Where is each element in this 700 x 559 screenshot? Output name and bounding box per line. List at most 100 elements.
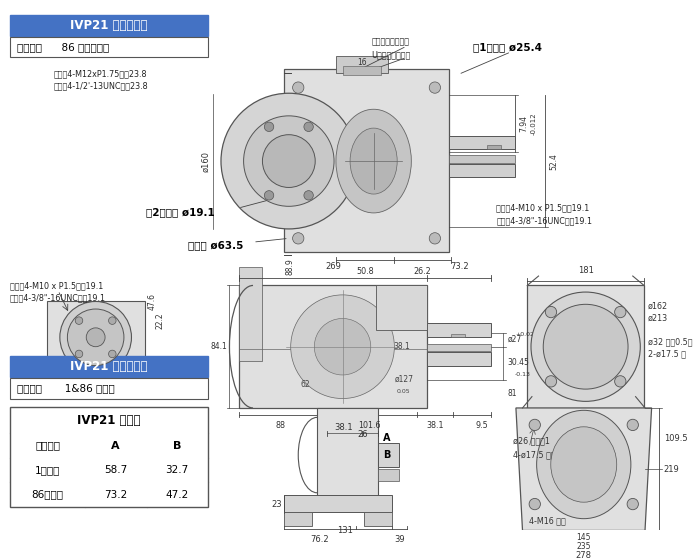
Bar: [449, 155, 515, 163]
Text: 1號主軸: 1號主軸: [35, 465, 60, 475]
Text: 26.2: 26.2: [414, 267, 431, 276]
Text: 公制：4-M10 x P1.5，深19.1: 公制：4-M10 x P1.5，深19.1: [496, 203, 589, 212]
Ellipse shape: [551, 427, 617, 502]
Bar: [427, 352, 491, 366]
Circle shape: [531, 292, 640, 401]
Ellipse shape: [350, 128, 397, 194]
Text: 2-ø17.5 孔: 2-ø17.5 孔: [648, 350, 686, 359]
Text: 219: 219: [664, 465, 680, 473]
Bar: [10, 37, 208, 58]
Circle shape: [543, 304, 628, 389]
Circle shape: [290, 295, 394, 399]
Text: 英制：4-3/8"-16UNC，深19.1: 英制：4-3/8"-16UNC，深19.1: [10, 293, 106, 302]
Bar: [378, 443, 399, 467]
Text: 9.5: 9.5: [475, 421, 489, 430]
Circle shape: [265, 122, 274, 131]
Text: IVP21 腳座安裝型: IVP21 腳座安裝型: [70, 360, 148, 373]
Text: 235: 235: [577, 542, 591, 551]
Circle shape: [293, 233, 304, 244]
Text: IVP21 尺寸表: IVP21 尺寸表: [77, 414, 141, 427]
Text: 主軸型式: 主軸型式: [35, 440, 60, 451]
Text: 73.2: 73.2: [104, 490, 127, 500]
Text: 第2出油口 ø19.1: 第2出油口 ø19.1: [146, 207, 214, 217]
Text: 0.05: 0.05: [397, 390, 411, 395]
Bar: [10, 378, 208, 399]
Circle shape: [627, 419, 638, 430]
Text: 英制：4-3/8"-16UNC，深19.1: 英制：4-3/8"-16UNC，深19.1: [496, 216, 592, 225]
Text: ø213: ø213: [648, 314, 668, 323]
Bar: [10, 356, 208, 377]
Text: 278: 278: [576, 551, 592, 559]
Circle shape: [545, 306, 557, 318]
Text: 4-M16 貫穿: 4-M16 貫穿: [529, 517, 566, 526]
Circle shape: [314, 319, 371, 375]
Text: 32.7: 32.7: [165, 465, 188, 475]
Text: ø127: ø127: [394, 375, 413, 384]
Bar: [284, 511, 312, 526]
Text: 公制：4-M12xP1.75，深23.8: 公制：4-M12xP1.75，深23.8: [53, 69, 147, 78]
Text: 73.2: 73.2: [450, 262, 469, 271]
Circle shape: [615, 306, 626, 318]
Bar: [10, 15, 208, 36]
Bar: [47, 301, 145, 375]
Text: -0.13: -0.13: [515, 372, 531, 377]
Bar: [364, 511, 393, 526]
Circle shape: [293, 82, 304, 93]
Text: 181: 181: [578, 266, 594, 275]
Text: 88.9: 88.9: [285, 258, 294, 275]
Text: 進油口 ø63.5: 進油口 ø63.5: [188, 240, 244, 250]
Bar: [451, 334, 465, 337]
Bar: [427, 323, 491, 337]
Bar: [449, 164, 515, 177]
Text: ø26 孔，深1: ø26 孔，深1: [513, 437, 550, 446]
Text: 145: 145: [577, 533, 591, 542]
Text: +0.025: +0.025: [515, 332, 538, 337]
Circle shape: [67, 309, 124, 366]
Text: 81: 81: [508, 389, 517, 399]
Bar: [344, 66, 382, 75]
Text: ø32 孔，0.5深: ø32 孔，0.5深: [648, 338, 692, 347]
Circle shape: [60, 301, 132, 373]
Text: 52.4: 52.4: [549, 153, 558, 169]
Circle shape: [265, 191, 274, 200]
Text: 86號主軸: 86號主軸: [32, 490, 64, 500]
Text: 26: 26: [357, 430, 368, 439]
Text: 無標記：公制螺紋: 無標記：公制螺紋: [372, 38, 410, 47]
Text: 76.2: 76.2: [311, 535, 329, 544]
Text: ø162: ø162: [648, 302, 668, 311]
Bar: [317, 408, 378, 502]
Circle shape: [244, 116, 334, 206]
Text: ø27: ø27: [508, 335, 522, 344]
Text: 7.94: 7.94: [519, 115, 528, 132]
Text: 109.5: 109.5: [664, 434, 687, 443]
Text: 45: 45: [103, 382, 113, 391]
Ellipse shape: [537, 410, 631, 519]
Bar: [336, 56, 388, 73]
Circle shape: [615, 376, 626, 387]
Text: 公制：4-M10 x P1.5，深19.1: 公制：4-M10 x P1.5，深19.1: [10, 281, 103, 290]
Circle shape: [429, 82, 440, 93]
Text: 101.6: 101.6: [358, 421, 380, 430]
Text: 英制：4-1/2'-13UNC，深23.8: 英制：4-1/2'-13UNC，深23.8: [53, 81, 148, 90]
Circle shape: [75, 350, 83, 358]
Circle shape: [75, 317, 83, 324]
Text: 47.6: 47.6: [148, 293, 157, 310]
Circle shape: [262, 135, 315, 187]
Text: 16: 16: [358, 58, 367, 67]
Polygon shape: [516, 408, 652, 530]
Text: 4-ø17.5 穿孔: 4-ø17.5 穿孔: [513, 451, 556, 459]
Bar: [486, 145, 500, 149]
Text: ø160: ø160: [202, 150, 211, 172]
Bar: [378, 469, 399, 481]
Circle shape: [221, 93, 357, 229]
Text: 38.1: 38.1: [334, 424, 353, 433]
Circle shape: [108, 317, 116, 324]
Text: 主軸編號       1&86 號主軸: 主軸編號 1&86 號主軸: [18, 383, 116, 393]
Bar: [239, 267, 262, 361]
Text: A: A: [383, 433, 391, 443]
Text: 第1出油口 ø25.4: 第1出油口 ø25.4: [473, 42, 542, 52]
Circle shape: [304, 122, 314, 131]
Circle shape: [304, 191, 314, 200]
Circle shape: [529, 499, 540, 510]
Bar: [449, 136, 515, 149]
